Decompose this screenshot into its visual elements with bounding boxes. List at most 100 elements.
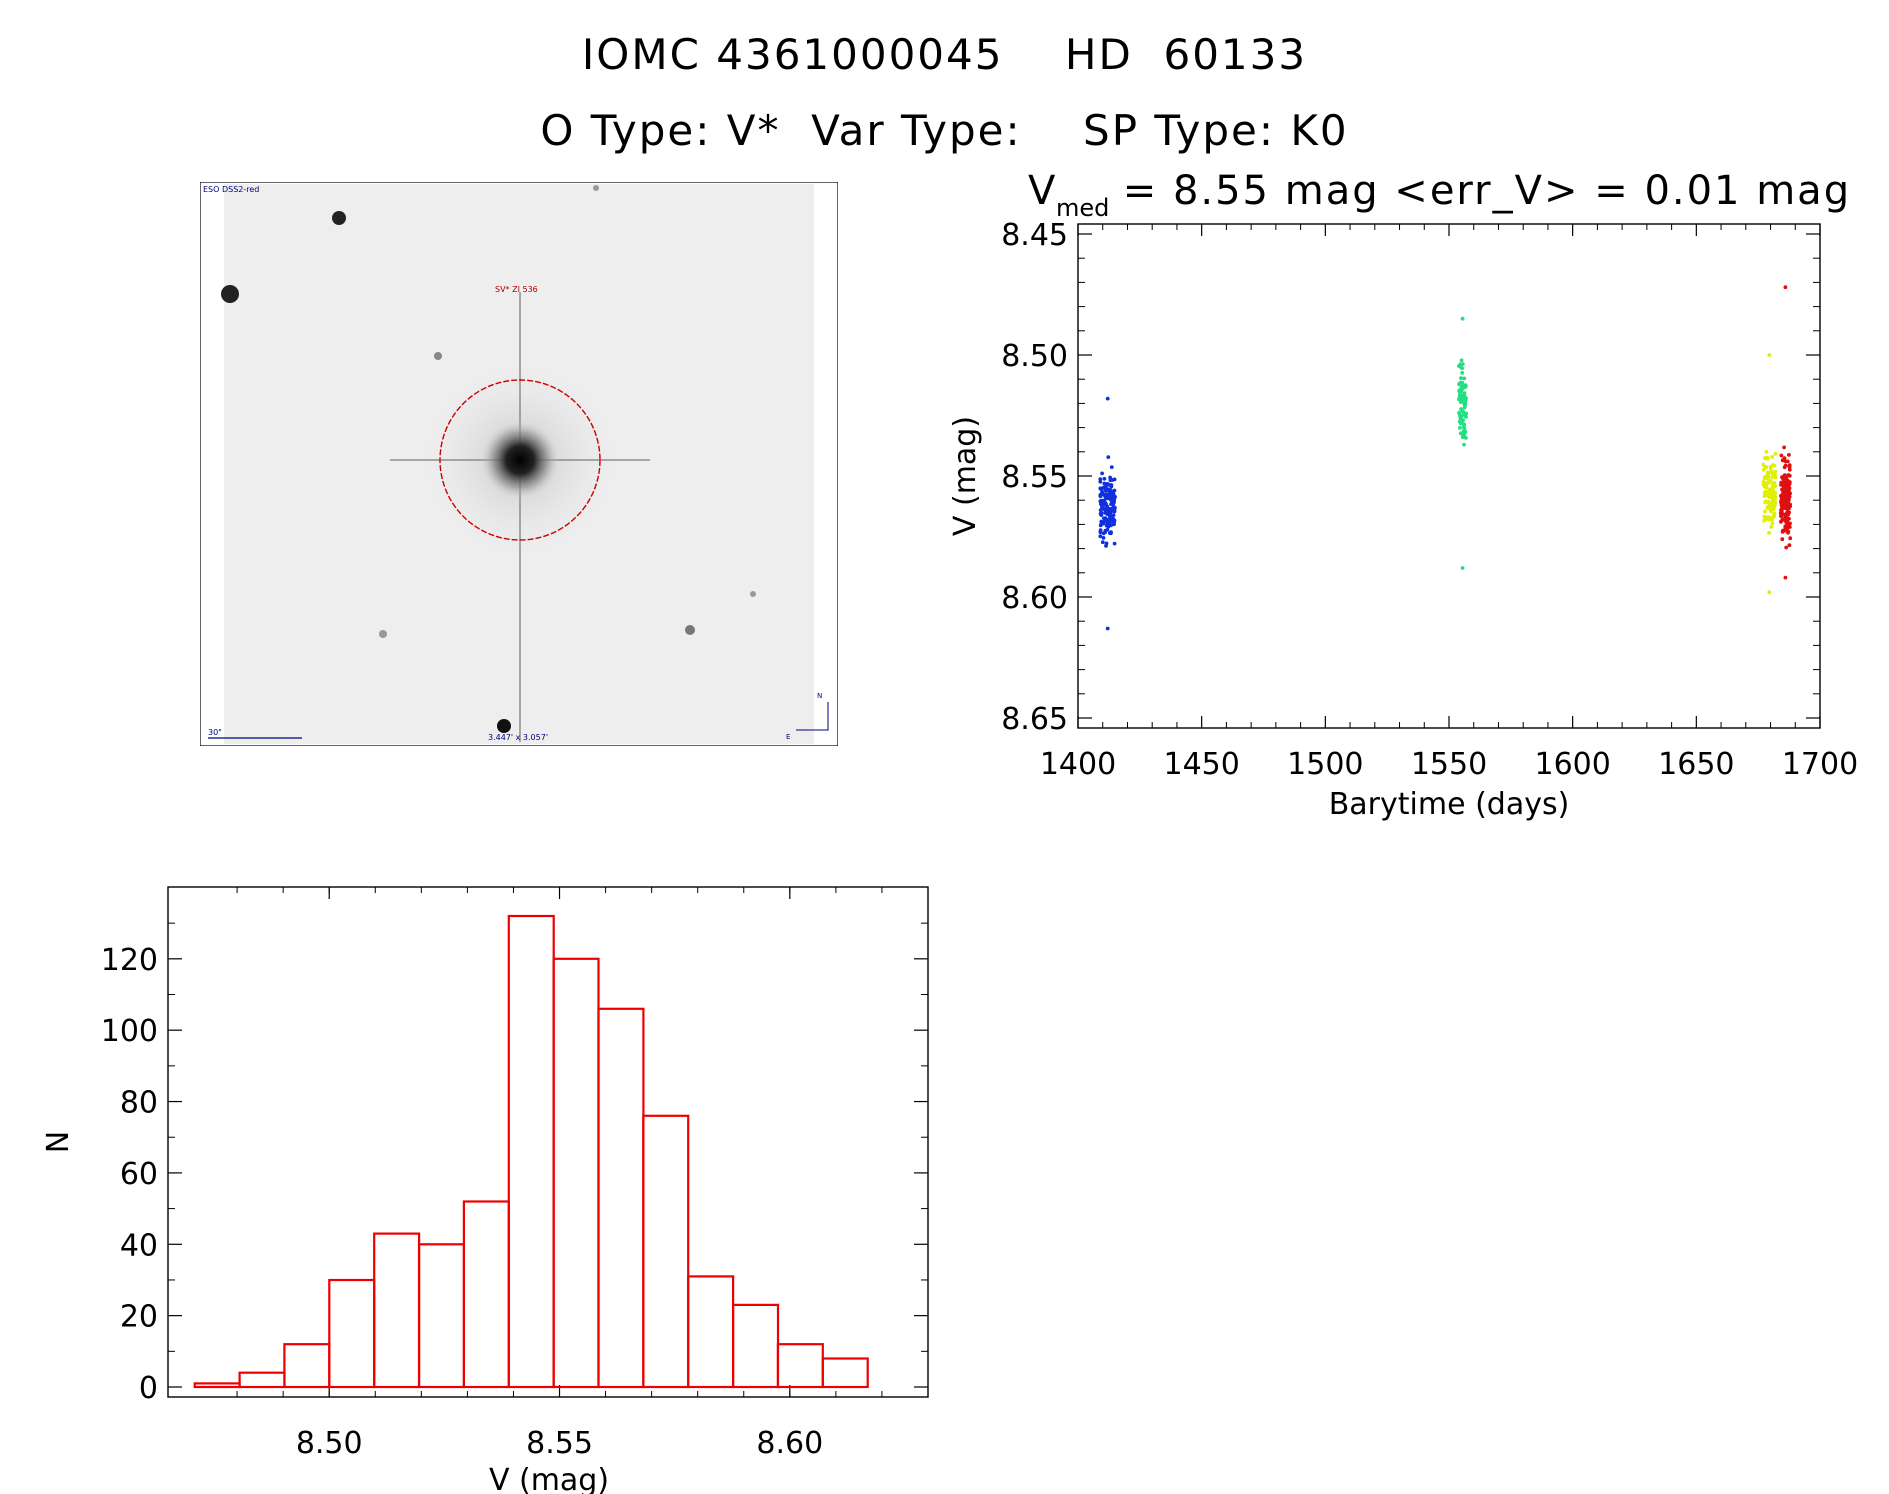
field-star — [332, 211, 346, 225]
lc-y-label: V (mag) — [948, 416, 983, 536]
lc-title-sub: med — [1056, 194, 1109, 222]
lc-data-point — [1767, 531, 1771, 535]
lc-data-point — [1784, 474, 1789, 479]
lc-data-point — [1098, 534, 1103, 539]
lc-data-point — [1112, 541, 1117, 546]
field-star — [434, 352, 442, 360]
lc-data-point — [1458, 397, 1463, 402]
lc-data-point — [1773, 473, 1777, 478]
lc-data-point — [1462, 376, 1467, 381]
hist-bar — [283, 1343, 331, 1389]
lc-data-point — [1771, 488, 1775, 493]
lc-title-rest: = 8.55 mag <err_V> = 0.01 mag — [1108, 168, 1851, 214]
lc-data-point — [1108, 509, 1113, 513]
lc-data-point — [1098, 530, 1103, 535]
lc-data-point — [1098, 523, 1103, 528]
field-star — [685, 625, 695, 635]
lc-y-tick-label: 8.55 — [1001, 460, 1068, 495]
lc-data-point — [1100, 540, 1105, 545]
lc-data-point — [1767, 506, 1771, 511]
hist-x-tick-label: 8.55 — [526, 1426, 593, 1461]
east-label: E — [786, 733, 790, 741]
hist-bar — [193, 1382, 241, 1389]
lc-data-point — [1100, 520, 1105, 525]
lc-x-tick-label: 1550 — [1411, 747, 1487, 782]
lc-data-point — [1463, 414, 1468, 418]
lc-data-point — [1783, 506, 1788, 511]
lc-data-point — [1782, 489, 1787, 494]
lc-data-point — [1767, 515, 1772, 520]
lc-data-point — [1112, 507, 1117, 512]
lc-data-point — [1769, 525, 1774, 529]
lc-data-point — [1783, 524, 1788, 529]
hist-bar — [507, 914, 555, 1389]
lc-data-point — [1105, 518, 1109, 523]
lc-data-point — [1780, 530, 1785, 534]
lc-data-point — [1785, 510, 1789, 515]
chart-title-line-1: IOMC 4361000045 HD 60133 — [581, 30, 1308, 79]
lc-data-point — [1780, 475, 1785, 480]
lc-data-point — [1765, 480, 1770, 485]
hist-x-label: V (mag) — [489, 1463, 609, 1494]
lc-data-point — [1768, 478, 1773, 483]
lc-data-point — [1462, 394, 1467, 399]
lc-data-point — [1767, 489, 1772, 493]
lc-data-point — [1112, 477, 1117, 482]
lc-data-point — [1781, 481, 1786, 486]
survey-label: ESO DSS2-red — [203, 185, 259, 194]
lc-data-point — [1764, 465, 1768, 470]
hist-bar — [373, 1232, 421, 1389]
hist-bar — [328, 1278, 376, 1389]
lc-data-point — [1784, 516, 1789, 521]
lc-data-point — [1783, 575, 1788, 580]
hist-bar — [642, 1114, 690, 1389]
hist-plot-frame — [167, 886, 929, 1398]
lc-data-point — [1773, 452, 1778, 456]
lc-data-point — [1098, 477, 1103, 481]
lc-data-point — [1098, 494, 1103, 499]
lc-data-point — [1459, 418, 1464, 423]
lc-data-point — [1109, 517, 1113, 522]
lc-data-point — [1780, 499, 1785, 504]
lc-x-tick-label: 1500 — [1287, 747, 1363, 782]
lc-data-point — [1770, 455, 1775, 459]
lc-y-tick-label: 8.50 — [1001, 339, 1068, 374]
lc-data-point — [1100, 471, 1104, 476]
target-star — [480, 420, 560, 500]
lc-data-point — [1765, 456, 1770, 461]
lc-data-point — [1763, 489, 1768, 494]
lc-data-point — [1772, 496, 1776, 501]
lc-data-point — [1457, 410, 1462, 415]
lc-data-point — [1772, 511, 1777, 516]
lc-data-point — [1105, 396, 1110, 401]
lc-data-point — [1779, 513, 1784, 518]
lc-data-point — [1101, 486, 1105, 490]
lc-data-point — [1104, 541, 1109, 546]
lc-data-point — [1461, 409, 1465, 414]
lc-data-point — [1770, 521, 1775, 526]
hist-y-tick-label: 80 — [120, 1086, 158, 1121]
field-star — [593, 185, 599, 191]
hist-y-tick-label: 20 — [120, 1300, 158, 1335]
lc-data-point — [1787, 465, 1792, 469]
lc-data-point — [1765, 475, 1770, 480]
lc-data-point — [1458, 431, 1463, 436]
lc-data-point — [1460, 371, 1465, 375]
lc-data-point — [1773, 469, 1777, 474]
hist-x-tick-label: 8.50 — [296, 1426, 363, 1461]
lc-data-point — [1767, 471, 1771, 475]
hist-y-tick-label: 0 — [139, 1371, 158, 1406]
lc-data-point — [1784, 545, 1789, 550]
hist-bar — [417, 1243, 466, 1389]
lc-data-point — [1464, 436, 1468, 440]
finder-image: ESO DSS2-red SV* ZI 536 30" 3.447' x 3.0… — [200, 182, 838, 746]
lc-data-point — [1106, 455, 1111, 459]
field-star — [497, 719, 511, 733]
lc-data-point — [1101, 536, 1106, 540]
lc-data-point — [1112, 495, 1117, 499]
lc-data-point — [1786, 494, 1791, 498]
lc-data-point — [1779, 519, 1783, 524]
lc-data-point — [1787, 543, 1792, 548]
lc-data-point — [1108, 475, 1112, 480]
lc-data-point — [1767, 590, 1772, 595]
